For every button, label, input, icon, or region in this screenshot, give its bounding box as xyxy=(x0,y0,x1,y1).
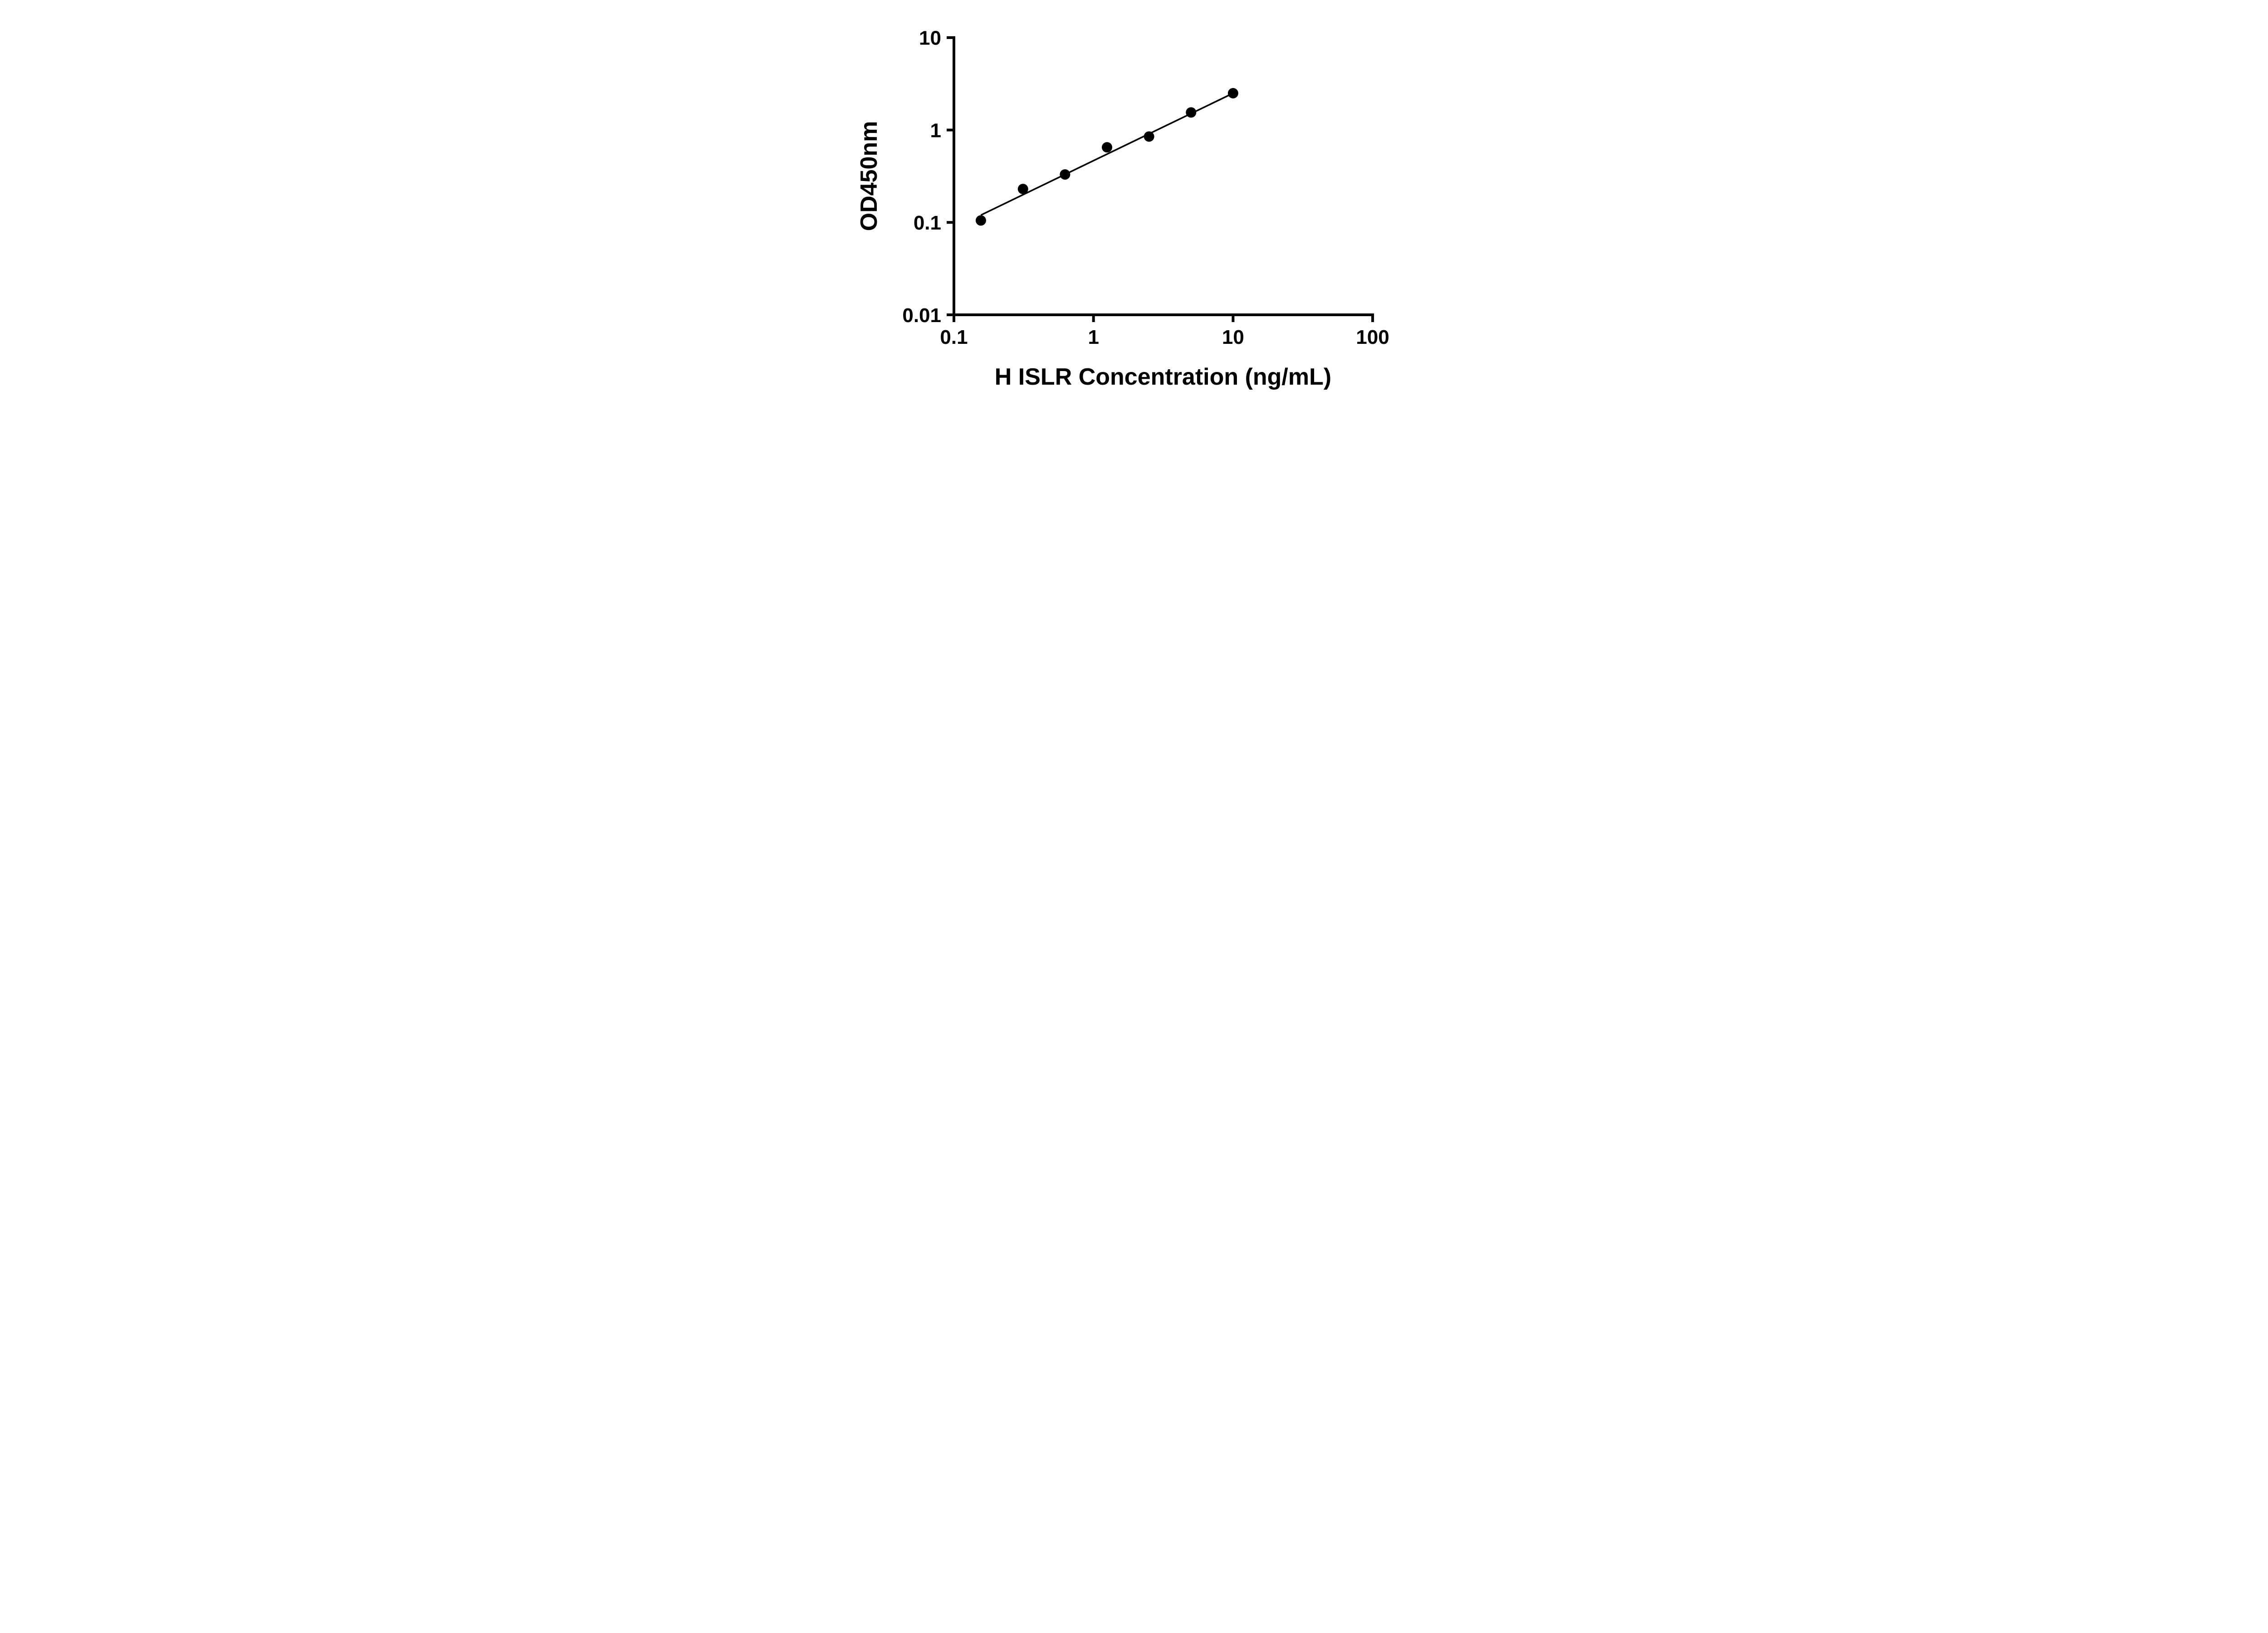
data-point xyxy=(1227,88,1238,99)
x-axis-tick-label: 100 xyxy=(1356,326,1389,348)
x-axis-tick-label: 10 xyxy=(1222,326,1244,348)
y-axis-title: OD450nm xyxy=(856,121,882,231)
data-point xyxy=(1060,169,1070,180)
data-point xyxy=(975,215,986,226)
data-point xyxy=(1017,184,1028,195)
data-point xyxy=(1102,142,1113,153)
x-axis-title: H ISLR Concentration (ng/mL) xyxy=(995,364,1331,390)
data-point xyxy=(1186,107,1197,118)
y-axis-tick-label: 0.01 xyxy=(902,304,941,327)
data-series-layer xyxy=(975,88,1238,226)
chart-plot-area: OD450nm H ISLR Concentration (ng/mL) 0.0… xyxy=(856,27,1389,390)
axis-spines xyxy=(953,36,1374,316)
y-axis-tick-label: 10 xyxy=(919,27,941,49)
y-axis-tick-label: 0.1 xyxy=(914,212,941,234)
x-axis-tick-label: 0.1 xyxy=(940,326,968,348)
data-point xyxy=(1144,131,1154,142)
elisa-standard-curve-figure: OD450nm H ISLR Concentration (ng/mL) 0.0… xyxy=(843,0,1425,408)
y-axis-tick-label: 1 xyxy=(930,119,941,142)
x-axis-tick-label: 1 xyxy=(1088,326,1099,348)
